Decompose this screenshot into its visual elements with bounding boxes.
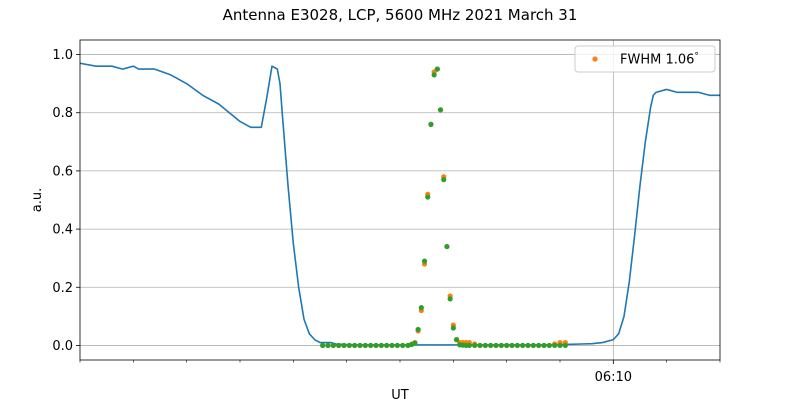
series-2-point	[418, 305, 424, 311]
series-2-point	[453, 337, 460, 343]
series-2-point	[437, 107, 444, 113]
y-tick-label: 0.8	[52, 106, 73, 121]
x-tick-label: 06:10	[595, 370, 632, 385]
series-2-point	[552, 342, 558, 349]
series-2-point	[447, 296, 453, 302]
chart-title: Antenna E3028, LCP, 5600 MHz 2021 March …	[223, 6, 578, 24]
legend-label-degree: °	[694, 52, 699, 62]
series-line	[79, 62, 720, 346]
grid-layer	[80, 40, 720, 360]
series-2-point	[493, 342, 499, 349]
y-tick-label: 0.0	[52, 339, 73, 354]
series-2-point	[357, 342, 363, 349]
series-2-point	[431, 72, 437, 78]
legend-box	[574, 45, 716, 73]
series-2-point	[373, 342, 379, 349]
series-2-point	[504, 342, 510, 349]
series-2-point	[434, 66, 440, 72]
series-2-point	[482, 342, 488, 349]
series-2-point	[341, 342, 347, 349]
series-2-point	[336, 342, 342, 349]
y-tick-label: 0.4	[52, 223, 73, 238]
series-2-point	[525, 342, 531, 349]
y-tick-label: 0.6	[52, 164, 73, 179]
series-2-point	[520, 342, 526, 349]
series-2-point	[352, 342, 358, 349]
series-2-point	[514, 342, 520, 349]
series-2-point	[428, 121, 434, 127]
series-2-point	[546, 342, 552, 349]
y-axis-label: a.u.	[30, 188, 45, 212]
series-2-point	[384, 342, 390, 349]
series-2-point	[444, 243, 450, 250]
series-2-point	[472, 342, 478, 349]
x-axis-label: UT	[391, 388, 409, 400]
series-2-point	[536, 342, 542, 349]
series-2-point	[330, 342, 336, 349]
series-2-point	[421, 258, 428, 264]
series-2-point	[389, 342, 395, 349]
series-2-point	[541, 342, 547, 349]
series-2-point	[498, 342, 504, 349]
series-2-point	[562, 342, 568, 349]
legend-marker	[592, 56, 598, 62]
series-2-point	[412, 340, 418, 346]
series-2-point	[441, 177, 447, 183]
series-2-point	[488, 342, 494, 349]
series-2-point	[477, 342, 483, 349]
series-2-point	[450, 325, 456, 331]
series-2-point	[378, 342, 384, 349]
series-2-point	[400, 342, 406, 349]
series-2-point	[362, 342, 368, 349]
series-2-point	[425, 194, 431, 200]
series-2-point	[346, 342, 352, 349]
series-2-point	[557, 342, 563, 349]
series-2-point	[509, 342, 515, 349]
series-2-point	[466, 342, 472, 349]
legend: FWHM 1.06°	[574, 45, 716, 73]
series-2-point	[325, 342, 331, 349]
y-tick-label: 1.0	[52, 48, 73, 63]
series-2-point	[415, 326, 421, 333]
series-2-point	[530, 342, 536, 349]
series-2-point	[368, 342, 374, 349]
legend-label: FWHM 1.06°	[620, 52, 699, 68]
series-2-point	[394, 342, 400, 349]
series-2-point	[320, 342, 326, 349]
axes-layer: 0.0 0.2 0.4 0.6 0.8 1.0 06:10	[52, 39, 721, 385]
y-tick-label: 0.2	[52, 281, 73, 296]
series-layer	[79, 62, 720, 349]
legend-label-text: FWHM 1.06	[620, 53, 694, 68]
